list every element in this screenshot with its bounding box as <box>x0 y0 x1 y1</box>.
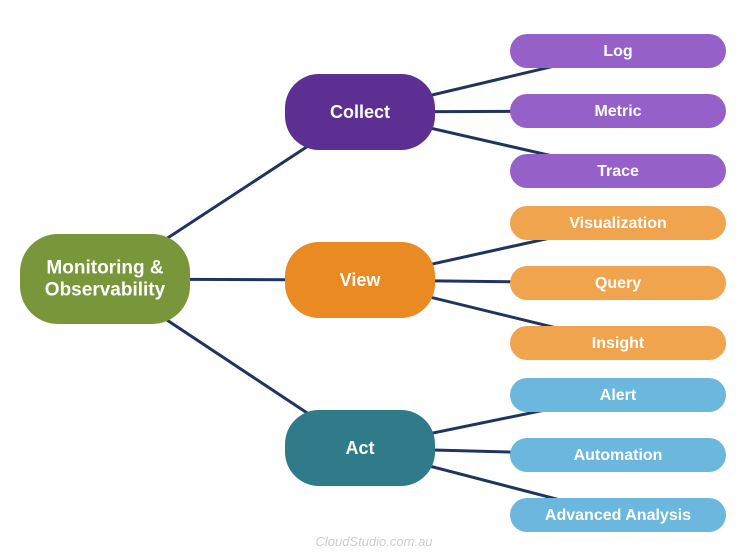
leaf-automation: Automation <box>510 438 726 472</box>
leaf-log: Log <box>510 34 726 68</box>
leaf-trace: Trace <box>510 154 726 188</box>
leaf-advanced-analysis: Advanced Analysis <box>510 498 726 532</box>
mindmap-diagram: Monitoring &Observability Collect Log Metri… <box>0 0 748 553</box>
leaf-log-label: Log <box>603 43 632 60</box>
leaf-insight: Insight <box>510 326 726 360</box>
leaf-alert: Alert <box>510 378 726 412</box>
root-node: Monitoring &Observability <box>20 234 190 324</box>
leaf-trace-label: Trace <box>597 163 639 180</box>
leaf-metric-label: Metric <box>594 103 641 120</box>
branch-collect-label: Collect <box>330 102 390 122</box>
leaf-query: Query <box>510 266 726 300</box>
leaf-automation-label: Automation <box>574 447 663 464</box>
watermark: CloudStudio.com.au <box>315 534 432 549</box>
branch-act-label: Act <box>345 438 374 458</box>
branch-collect: Collect <box>285 74 435 150</box>
root-node-label: Monitoring &Observability <box>45 258 166 301</box>
leaf-alert-label: Alert <box>600 387 637 404</box>
leaf-advanced-analysis-label: Advanced Analysis <box>545 507 691 524</box>
branch-act: Act <box>285 410 435 486</box>
branch-view: View <box>285 242 435 318</box>
leaf-insight-label: Insight <box>592 335 645 352</box>
leaf-visualization: Visualization <box>510 206 726 240</box>
leaf-metric: Metric <box>510 94 726 128</box>
leaf-visualization-label: Visualization <box>569 215 667 232</box>
leaf-query-label: Query <box>595 275 641 292</box>
branch-view-label: View <box>340 270 382 290</box>
